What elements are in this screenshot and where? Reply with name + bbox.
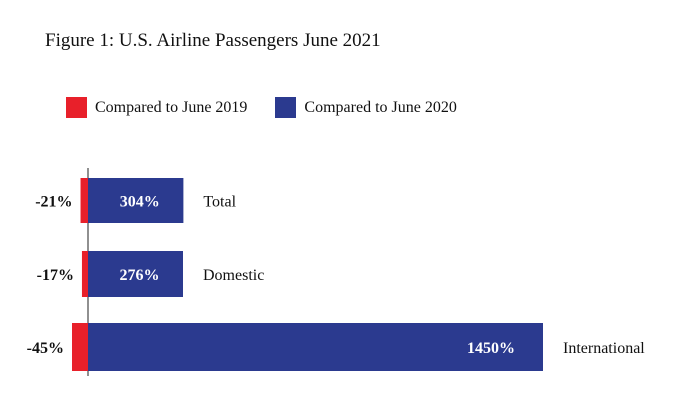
- bar-2020-international: [88, 323, 543, 371]
- bar-2019-international: [72, 323, 88, 371]
- legend-label-2020: Compared to June 2020: [304, 98, 457, 116]
- chart-title: Figure 1: U.S. Airline Passengers June 2…: [45, 30, 381, 51]
- bar-2020-domestic: [88, 251, 183, 297]
- legend-swatch-2020: [275, 97, 297, 118]
- bar-2019-total: [80, 178, 88, 223]
- legend: Compared to June 2019 Compared to June 2…: [66, 97, 485, 118]
- legend-swatch-2019: [66, 97, 87, 118]
- category-label-domestic: Domestic: [203, 267, 264, 284]
- category-label-international: International: [563, 340, 645, 357]
- data-label-2019-international: -45%: [27, 340, 64, 357]
- bar-2020-total: [88, 178, 184, 223]
- category-label-total: Total: [203, 194, 236, 211]
- data-label-2020-domestic: 276%: [120, 267, 160, 284]
- data-label-2019-total: -21%: [35, 194, 72, 211]
- bar-2019-domestic: [81, 251, 88, 297]
- legend-item-2020: Compared to June 2020: [275, 97, 457, 118]
- data-label-2019-domestic: -17%: [37, 267, 74, 284]
- data-label-2020-international: 1450%: [467, 340, 515, 357]
- data-label-2020-total: 304%: [120, 194, 160, 211]
- legend-label-2019: Compared to June 2019: [95, 98, 248, 116]
- legend-item-2019: Compared to June 2019: [66, 97, 247, 118]
